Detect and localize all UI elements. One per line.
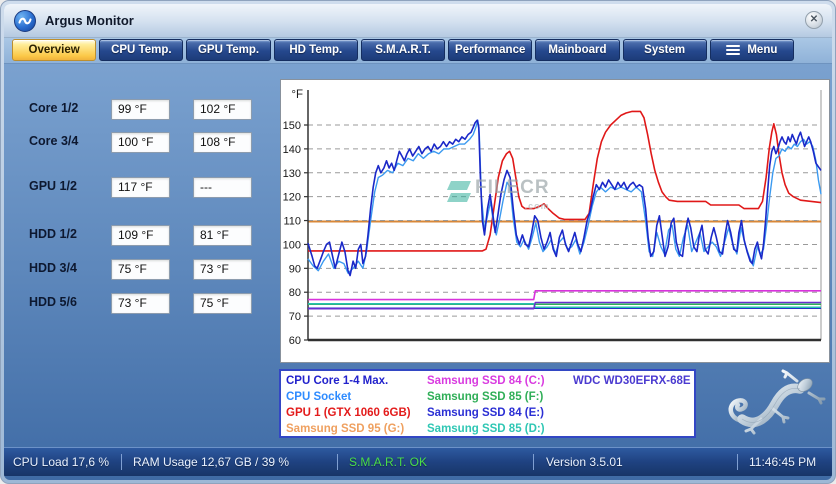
readout-value: 75 °F	[111, 258, 170, 280]
tab-bar: Overview CPU Temp. GPU Temp. HD Temp. S.M.A.…	[4, 38, 832, 64]
series-samsung-ssd-84-c	[308, 290, 821, 301]
window-title: Argus Monitor	[45, 13, 134, 28]
legend-item-samsung-ssd-84-e: Samsung SSD 84 (E:)	[427, 407, 544, 419]
statusbar-item-1: RAM Usage 12,67 GB / 39 %	[133, 455, 290, 469]
svg-text:°F: °F	[291, 89, 303, 101]
tab-overview[interactable]: Overview	[12, 39, 97, 61]
readout-value: ---	[193, 176, 252, 198]
svg-text:140: 140	[283, 144, 301, 156]
status-bar: CPU Load 17,6 % RAM Usage 12,67 GB / 39 %…	[4, 447, 832, 476]
legend-item-samsung-ssd-85-f: Samsung SSD 85 (F:)	[427, 391, 544, 403]
readout-label-gpu-1-2: GPU 1/2	[29, 179, 77, 193]
svg-text:90: 90	[289, 263, 301, 275]
tab-label: Menu	[747, 44, 778, 56]
series-gpu-1-gtx-1060-6gb	[308, 110, 822, 252]
temperature-chart-panel: 150 140 130 120 110 100 90 80 70 60 °F FILECR .com	[280, 79, 830, 363]
readout-label-core-1-2: Core 1/2	[29, 101, 79, 115]
legend-item-samsung-ssd-84-c: Samsung SSD 84 (C:)	[427, 375, 545, 387]
readout-value: 109 °F	[111, 224, 170, 246]
svg-text:130: 130	[283, 168, 301, 180]
statusbar-divider	[337, 454, 338, 470]
tab-hd-temp[interactable]: HD Temp.	[273, 39, 358, 61]
window-inner: Argus Monitor ✕ Overview CPU Temp. GPU Tem…	[4, 4, 832, 480]
svg-text:60: 60	[289, 335, 301, 347]
legend-column: WDC WD30EFRX-68E	[573, 373, 691, 389]
titlebar[interactable]: Argus Monitor ✕	[4, 4, 832, 38]
tab-s-m-a-r-t[interactable]: S.M.A.R.T.	[360, 39, 446, 61]
readout-label-hdd-5-6: HDD 5/6	[29, 295, 77, 309]
app-logo-icon	[14, 9, 36, 32]
chart-legend: CPU Core 1-4 Max. CPU Socket GPU 1 (GTX 10…	[279, 369, 696, 438]
svg-text:100: 100	[283, 239, 301, 251]
legend-item-cpu-socket: CPU Socket	[286, 391, 352, 403]
tab-system[interactable]: System	[622, 39, 707, 61]
statusbar-divider	[737, 454, 738, 470]
tab-menu[interactable]: Menu	[709, 39, 794, 61]
tab-label: Overview	[28, 44, 80, 56]
hamburger-icon	[726, 45, 741, 55]
legend-item-wdc-wd30efrx-68e: WDC WD30EFRX-68E	[573, 375, 691, 387]
svg-text:110: 110	[283, 216, 301, 228]
tab-label: System	[644, 44, 686, 56]
statusbar-item-0: CPU Load 17,6 %	[13, 455, 110, 469]
readout-value: 117 °F	[111, 176, 170, 198]
legend-item-gpu-1-gtx-1060-6gb: GPU 1 (GTX 1060 6GB)	[286, 407, 411, 419]
tab-label: Mainboard	[548, 44, 607, 56]
readout-value: 73 °F	[193, 258, 252, 280]
statusbar-divider	[121, 454, 122, 470]
legend-column: CPU Core 1-4 Max. CPU Socket GPU 1 (GTX 10…	[286, 373, 411, 437]
statusbar-item-4: 11:46:45 PM	[749, 455, 817, 469]
tab-gpu-temp[interactable]: GPU Temp.	[186, 39, 271, 61]
svg-text:120: 120	[283, 192, 301, 204]
tab-label: Performance	[455, 44, 526, 56]
temperature-chart: 150 140 130 120 110 100 90 80 70 60 °F	[283, 89, 822, 347]
readout-value: 99 °F	[111, 98, 170, 120]
svg-text:70: 70	[289, 311, 301, 323]
readout-value: 75 °F	[193, 292, 252, 314]
close-button[interactable]: ✕	[805, 11, 823, 29]
tab-label: GPU Temp.	[197, 44, 260, 56]
main-area: Core 1/2 99 °F 102 °F Core 3/4 100 °F 108 °F G…	[4, 64, 832, 447]
readout-value: 102 °F	[193, 98, 252, 120]
tab-label: CPU Temp.	[111, 44, 172, 56]
readout-label-core-3-4: Core 3/4	[29, 134, 79, 148]
tab-label: HD Temp.	[289, 44, 343, 56]
legend-item-cpu-core-1-4-max: CPU Core 1-4 Max.	[286, 375, 389, 387]
readout-label-hdd-1-2: HDD 1/2	[29, 227, 77, 241]
legend-item-samsung-ssd-85-d: Samsung SSD 85 (D:)	[427, 423, 545, 435]
statusbar-divider	[533, 454, 534, 470]
gecko-logo	[721, 369, 829, 444]
statusbar-item-3: Version 3.5.01	[546, 455, 623, 469]
tab-mainboard[interactable]: Mainboard	[535, 39, 620, 61]
tab-performance[interactable]: Performance	[448, 39, 533, 61]
tab-cpu-temp[interactable]: CPU Temp.	[99, 39, 184, 61]
readout-value: 81 °F	[193, 224, 252, 246]
svg-text:80: 80	[289, 287, 301, 299]
legend-column: Samsung SSD 84 (C:) Samsung SSD 85 (F:) Sa…	[427, 373, 545, 437]
tab-label: S.M.A.R.T.	[375, 44, 431, 56]
readout-value: 100 °F	[111, 131, 170, 153]
readout-value: 108 °F	[193, 131, 252, 153]
readout-label-hdd-3-4: HDD 3/4	[29, 261, 77, 275]
legend-item-samsung-ssd-95-g: Samsung SSD 95 (G:)	[286, 423, 405, 435]
statusbar-item-2: S.M.A.R.T. OK	[349, 455, 428, 469]
series-wdc-wd30efrx-68e	[308, 301, 821, 310]
svg-text:150: 150	[283, 120, 301, 132]
series-cpu-core-1-4-max	[307, 119, 822, 277]
readout-value: 73 °F	[111, 292, 170, 314]
